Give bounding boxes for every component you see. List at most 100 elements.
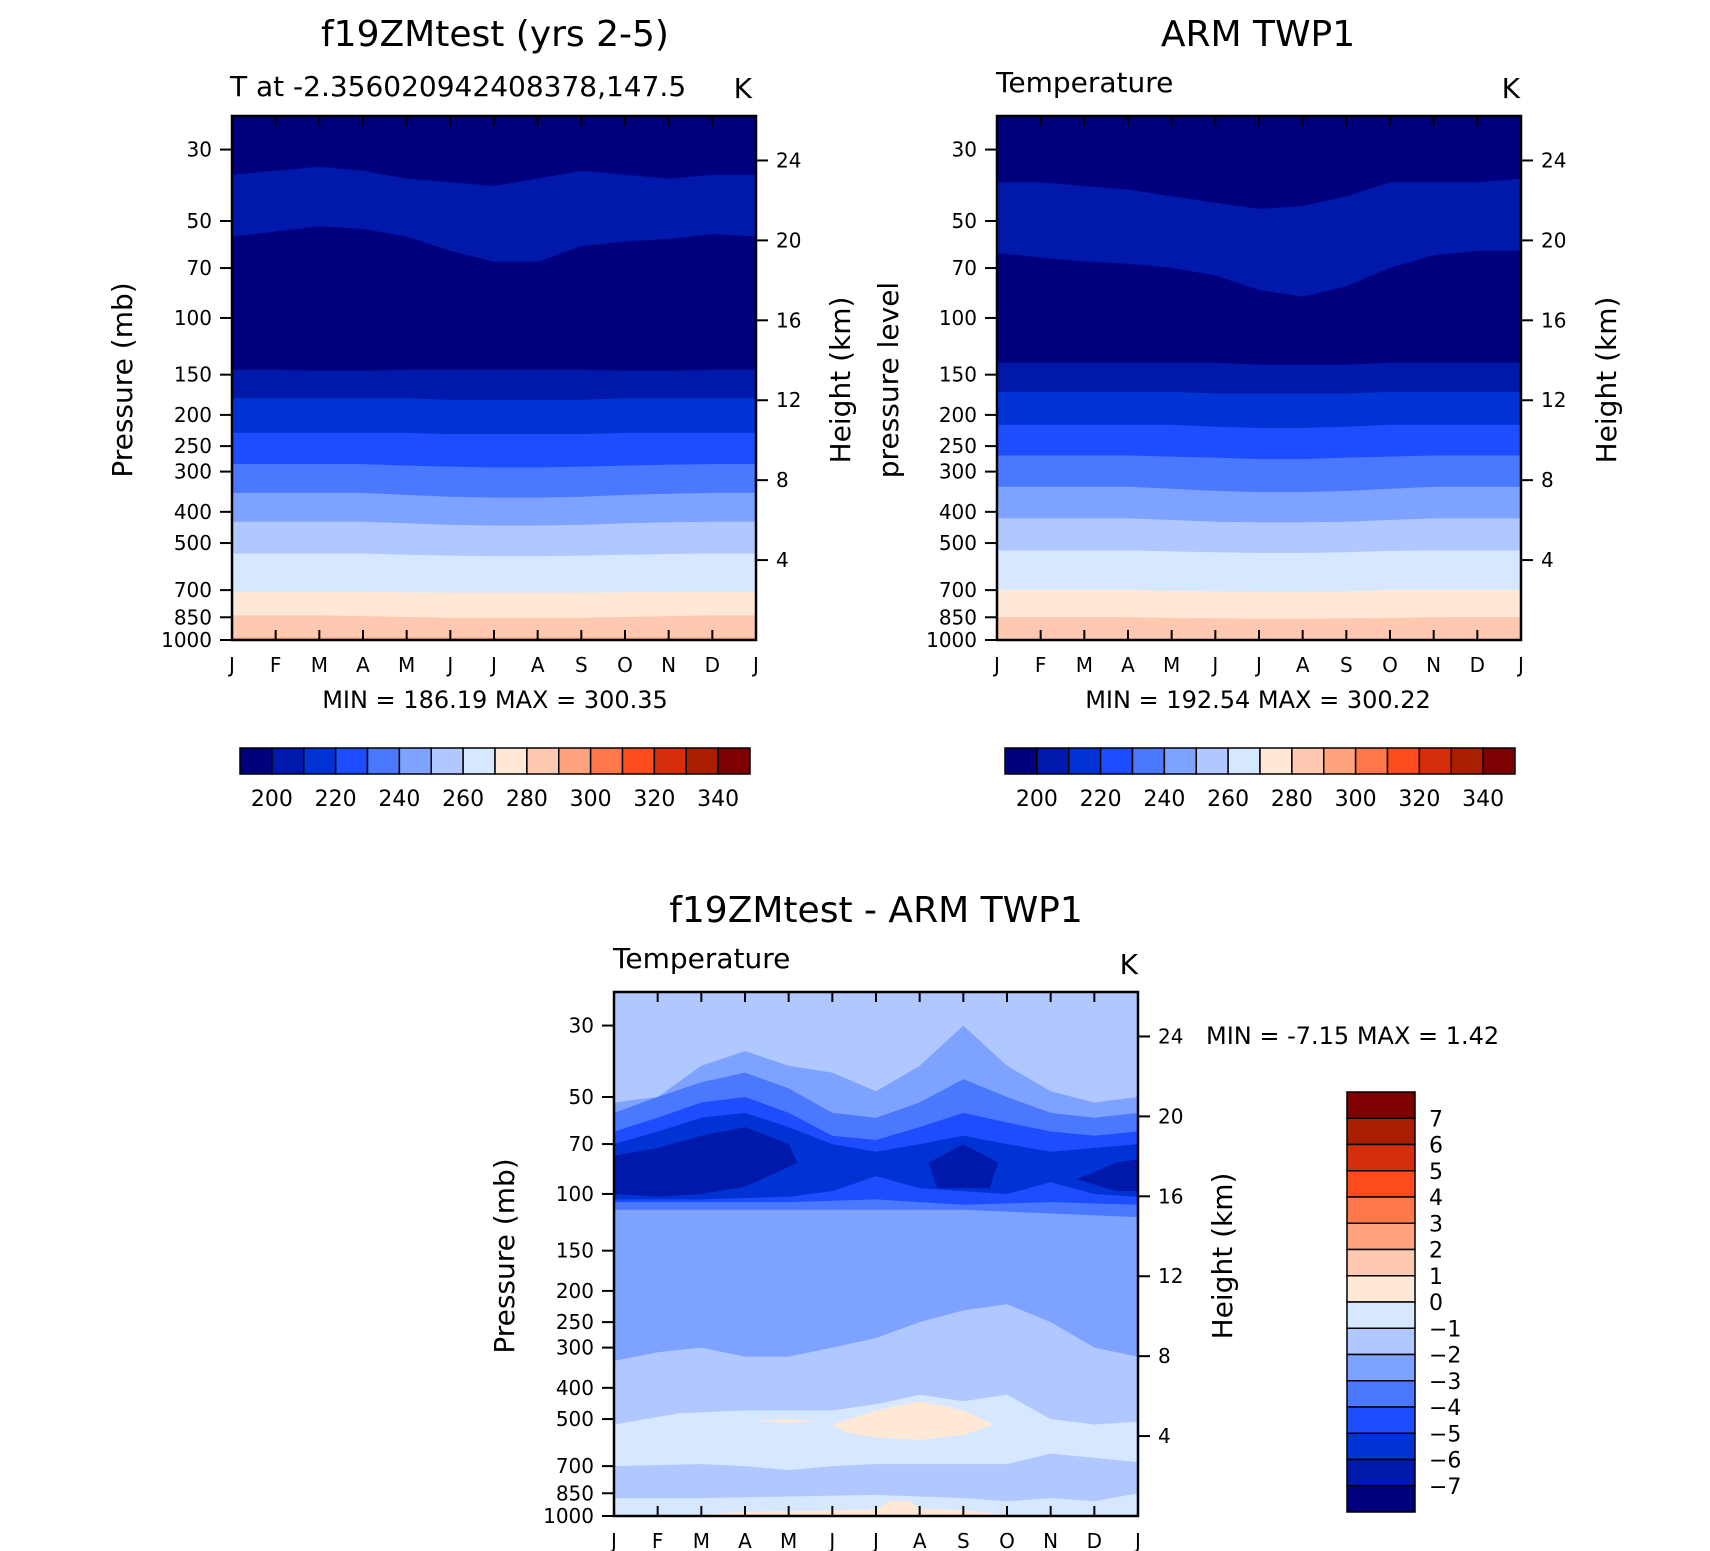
colorbar-label: 220: [315, 787, 357, 812]
panel-subtitle: Temperature: [995, 66, 1173, 99]
x-tick-label: O: [617, 653, 633, 677]
colorbar-swatch: [1291, 747, 1325, 775]
colorbar-swatch: [1195, 747, 1229, 775]
colorbar-label: 320: [1398, 787, 1440, 812]
units-label: K: [1502, 72, 1521, 105]
x-tick-label: S: [957, 1529, 970, 1551]
colorbar-swatch: [1346, 1196, 1416, 1224]
x-tick-label: A: [356, 653, 370, 677]
x-tick-label: M: [693, 1529, 710, 1551]
colorbar-label: 5: [1429, 1160, 1443, 1185]
colorbar-swatch: [526, 747, 560, 775]
y2-tick-label: 4: [1158, 1424, 1171, 1448]
colorbar-swatch: [1482, 747, 1516, 775]
y-tick-label: 100: [556, 1182, 594, 1206]
y-tick-label: 700: [556, 1454, 594, 1478]
colorbar-label: 6: [1429, 1134, 1443, 1159]
contour-band: [231, 492, 757, 527]
contour-band: [614, 1127, 798, 1197]
panel-diff: f19ZMtest - ARM TWP1 Temperature K J F M A M…: [488, 890, 1499, 1551]
panel-title: f19ZMtest - ARM TWP1: [669, 890, 1083, 931]
colorbar-swatch: [558, 747, 592, 775]
y2-axis-label: Height (km): [1206, 1173, 1239, 1340]
colorbar-label: 200: [251, 787, 293, 812]
contour-band: [231, 521, 757, 557]
min-max-label: MIN = -7.15 MAX = 1.42: [1206, 1022, 1499, 1050]
colorbar-swatch: [1099, 747, 1134, 775]
colorbar-label: 260: [1207, 787, 1249, 812]
colorbar-swatch: [1354, 747, 1389, 775]
colorbar-label: 220: [1080, 787, 1122, 812]
x-tick-label: J: [489, 653, 497, 677]
x-tick-label: N: [1426, 653, 1441, 677]
contour-band: [996, 391, 1522, 429]
x-tick-label: A: [1296, 653, 1310, 677]
contour-band: [231, 591, 757, 619]
contour-band: [996, 550, 1522, 593]
colorbar-label: −7: [1429, 1475, 1461, 1500]
colorbar-swatch: [1068, 747, 1102, 775]
y2-axis-label: Height (km): [1590, 297, 1623, 464]
colorbar-label: −3: [1429, 1370, 1461, 1395]
y-tick-label: 500: [939, 531, 977, 555]
colorbar-label: −5: [1429, 1422, 1461, 1447]
x-tick-label: J: [992, 653, 1000, 677]
panel-obs: ARM TWP1 Temperature K J F M A M J J A S O N D J 30 50…: [872, 14, 1623, 812]
colorbar-swatch: [1346, 1248, 1416, 1277]
x-tick-label: O: [999, 1529, 1015, 1551]
y2-tick-label: 4: [776, 548, 789, 572]
colorbar-swatch: [1346, 1091, 1416, 1119]
colorbar-swatch: [1346, 1117, 1416, 1146]
contour-band: [996, 518, 1522, 554]
x-tick-label: J: [1210, 653, 1218, 677]
contour-fill: [231, 115, 757, 641]
contour-band: [679, 1501, 1007, 1516]
x-tick-label: F: [270, 653, 282, 677]
y-axis-label: Pressure (mb): [488, 1158, 521, 1353]
colorbar-label: 280: [1271, 787, 1313, 812]
panel-title: ARM TWP1: [1161, 14, 1355, 55]
colorbar-label: 300: [570, 787, 612, 812]
y2-tick-label: 24: [776, 148, 801, 172]
min-max-label: MIN = 186.19 MAX = 300.35: [322, 686, 668, 714]
panel-title: f19ZMtest (yrs 2-5): [321, 14, 669, 55]
contour-band: [996, 424, 1522, 460]
contour-band: [231, 464, 757, 499]
x-tick-label: J: [227, 653, 235, 677]
colorbar: 200 220 240 260 280 300 320 340: [1004, 747, 1516, 812]
colorbar-swatch: [271, 747, 305, 775]
colorbar-label: 1: [1429, 1265, 1443, 1290]
y-tick-label: 200: [174, 403, 212, 427]
y-axis-label: Pressure (mb): [106, 282, 139, 477]
y-tick-label: 300: [174, 460, 212, 484]
colorbar-swatch: [239, 747, 273, 775]
x-tick-label: N: [661, 653, 676, 677]
y-tick-label: 30: [952, 138, 977, 162]
y2-tick-label: 16: [1541, 308, 1566, 332]
colorbar-label: 340: [697, 787, 739, 812]
colorbar-swatch: [717, 747, 751, 775]
y-tick-label: 850: [174, 605, 212, 629]
y-tick-label: 400: [556, 1376, 594, 1400]
colorbar-swatch: [653, 747, 687, 775]
colorbar-swatch: [685, 747, 719, 775]
contour-fill: [614, 992, 1138, 1516]
y-tick-label: 150: [174, 363, 212, 387]
colorbar-label: 240: [378, 787, 420, 812]
y-tick-label: 500: [556, 1407, 594, 1431]
colorbar-label: 2: [1429, 1239, 1443, 1264]
y-tick-label: 500: [174, 531, 212, 555]
colorbar-swatch: [1259, 747, 1293, 775]
y2-tick-label: 24: [1158, 1024, 1183, 1048]
contour-band: [996, 486, 1522, 523]
y-tick-label: 250: [939, 434, 977, 458]
colorbar-swatch: [1386, 747, 1421, 775]
y-tick-label: 200: [939, 403, 977, 427]
y2-tick-label: 20: [776, 228, 801, 252]
colorbar-label: 280: [506, 787, 548, 812]
colorbar-label: 340: [1462, 787, 1504, 812]
colorbar-swatch: [1004, 747, 1038, 775]
colorbar-label: 260: [442, 787, 484, 812]
colorbar-swatch: [366, 747, 401, 775]
